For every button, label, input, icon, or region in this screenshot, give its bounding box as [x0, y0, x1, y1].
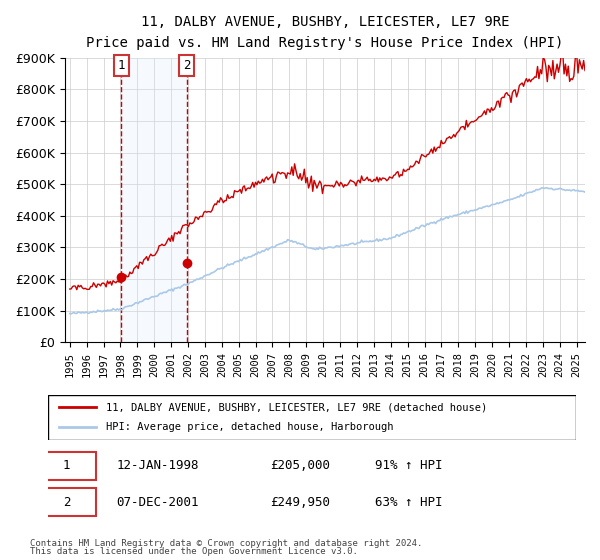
FancyBboxPatch shape — [37, 451, 95, 480]
Text: 11, DALBY AVENUE, BUSHBY, LEICESTER, LE7 9RE (detached house): 11, DALBY AVENUE, BUSHBY, LEICESTER, LE7… — [106, 402, 487, 412]
Bar — [121, 58, 187, 342]
Text: 63% ↑ HPI: 63% ↑ HPI — [376, 496, 443, 508]
Title: 11, DALBY AVENUE, BUSHBY, LEICESTER, LE7 9RE
Price paid vs. HM Land Registry's H: 11, DALBY AVENUE, BUSHBY, LEICESTER, LE7… — [86, 15, 563, 50]
Text: £249,950: £249,950 — [270, 496, 330, 508]
Text: 2: 2 — [183, 59, 191, 72]
Text: This data is licensed under the Open Government Licence v3.0.: This data is licensed under the Open Gov… — [30, 548, 358, 557]
Text: £205,000: £205,000 — [270, 459, 330, 472]
Text: HPI: Average price, detached house, Harborough: HPI: Average price, detached house, Harb… — [106, 422, 394, 432]
Text: 1: 1 — [117, 59, 125, 72]
Text: 07-DEC-2001: 07-DEC-2001 — [116, 496, 199, 508]
Text: Contains HM Land Registry data © Crown copyright and database right 2024.: Contains HM Land Registry data © Crown c… — [30, 539, 422, 548]
Text: 2: 2 — [63, 496, 70, 508]
Text: 1: 1 — [63, 459, 70, 472]
FancyBboxPatch shape — [37, 488, 95, 516]
Text: 12-JAN-1998: 12-JAN-1998 — [116, 459, 199, 472]
FancyBboxPatch shape — [48, 395, 576, 440]
Text: 91% ↑ HPI: 91% ↑ HPI — [376, 459, 443, 472]
